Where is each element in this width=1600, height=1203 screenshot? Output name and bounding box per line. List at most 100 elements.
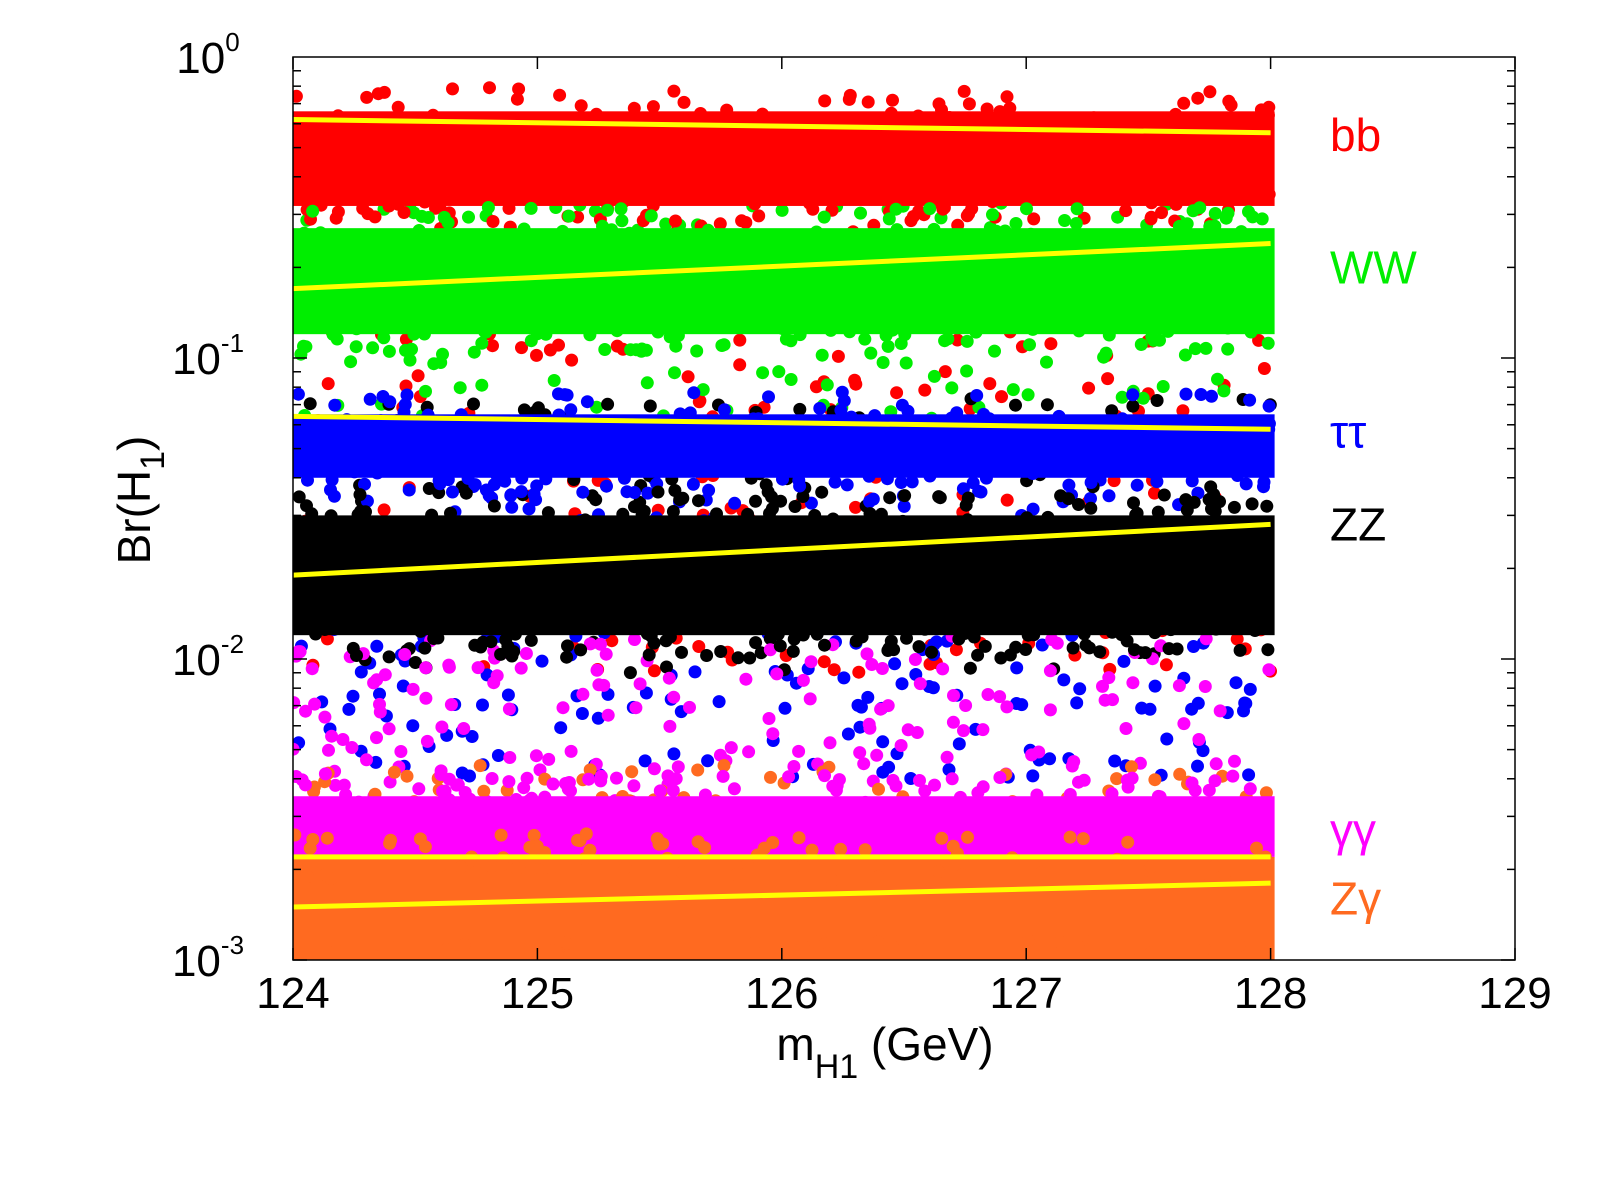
- band-edge-point: [675, 866, 689, 879]
- band-edge-point: [293, 89, 303, 103]
- scatter-point: [476, 698, 489, 712]
- band-edge-point: [1070, 202, 1084, 216]
- band-edge-point: [446, 485, 459, 499]
- band-edge-point: [383, 395, 397, 409]
- band-edge-point: [858, 843, 872, 857]
- band-edge-point: [364, 605, 378, 618]
- scatter-point: [1177, 717, 1191, 731]
- band-edge-point: [391, 197, 405, 211]
- band-edge-point: [407, 327, 421, 341]
- band-edge-point: [1036, 191, 1050, 205]
- scatter-point: [465, 730, 479, 743]
- scatter-point: [1073, 682, 1087, 696]
- band-edge-point: [1169, 107, 1183, 121]
- band-edge-point: [856, 606, 870, 620]
- band-edge-point: [767, 243, 781, 257]
- band-edge-point: [1069, 217, 1083, 230]
- band-edge-point: [1144, 212, 1158, 226]
- scatter-point: [640, 376, 654, 390]
- scatter-point: [1134, 338, 1148, 351]
- scatter-point: [435, 720, 449, 734]
- scatter-point: [1102, 671, 1116, 685]
- scatter-point: [515, 341, 528, 355]
- band-edge-point: [352, 795, 366, 809]
- band-edge-point: [735, 214, 749, 228]
- scatter-point: [455, 766, 469, 780]
- band-edge-point: [1203, 220, 1217, 234]
- scatter-point: [322, 743, 335, 757]
- scatter-point: [419, 691, 433, 705]
- band-edge-point: [851, 938, 865, 952]
- band-edge-point: [320, 831, 334, 845]
- scatter-point: [344, 355, 358, 369]
- band-edge-point: [318, 767, 332, 781]
- scatter-point: [963, 661, 977, 675]
- band-edge-point: [299, 340, 313, 354]
- scatter-point: [387, 765, 401, 779]
- band-edge-point: [1153, 333, 1166, 347]
- scatter-point: [1229, 676, 1243, 690]
- scatter-point: [542, 752, 556, 766]
- band-edge-point: [412, 782, 426, 796]
- band-edge-point: [946, 839, 960, 853]
- band-edge-point: [669, 214, 682, 228]
- scatter-point: [1082, 381, 1096, 395]
- sm-line-2: [293, 413, 1271, 432]
- band-edge-point: [371, 87, 385, 101]
- band-edge-point: [306, 204, 320, 218]
- scatter-point: [1150, 394, 1164, 407]
- band-edge-point: [561, 782, 575, 796]
- scatter-point: [1106, 693, 1119, 707]
- band-edge-point: [354, 125, 368, 139]
- band-edge-point: [889, 179, 903, 193]
- band-edge-point: [523, 840, 537, 854]
- scatter-point: [325, 729, 339, 743]
- band-edge-point: [571, 833, 584, 847]
- band-edge-point: [826, 874, 840, 887]
- band-edge-point: [425, 508, 439, 522]
- y-tick-label-2: 10-2: [172, 629, 244, 685]
- band-edge-point: [1127, 496, 1140, 510]
- scatter-point: [874, 702, 888, 716]
- band-edge-point: [782, 770, 796, 784]
- band-edge-point: [993, 771, 1007, 784]
- band-edge-point: [718, 429, 732, 443]
- band-edge-point: [336, 611, 350, 624]
- band-edge-point: [1107, 517, 1120, 531]
- band-edge-point: [427, 632, 441, 645]
- band-edge-point: [1052, 409, 1066, 423]
- band-edge-point: [1125, 771, 1139, 785]
- band-edge-point: [350, 810, 364, 824]
- band-edge-point: [505, 649, 519, 663]
- band-edge-point: [527, 487, 541, 501]
- band-edge-point: [1191, 91, 1205, 105]
- band-edge-point: [589, 107, 603, 121]
- band-edge-point: [1239, 477, 1253, 491]
- scatter-point: [1126, 399, 1140, 413]
- band-edge-point: [1159, 462, 1173, 476]
- band-edge-point: [619, 312, 632, 326]
- scatter-point: [318, 710, 332, 724]
- scatter-point: [733, 333, 747, 347]
- band-edge-point: [646, 199, 660, 213]
- band-edge-point: [1031, 228, 1044, 242]
- band-edge-point: [1221, 321, 1235, 335]
- band-edge-point: [639, 805, 653, 819]
- series-label-1: WW: [1330, 241, 1417, 293]
- band-edge-point: [589, 493, 603, 507]
- scatter-point: [321, 377, 335, 391]
- band-edge-point: [628, 486, 641, 499]
- scatter-point: [293, 645, 307, 659]
- band-edge-point: [698, 788, 712, 802]
- band-edge-point: [971, 648, 985, 662]
- band-edge-point: [1148, 626, 1162, 640]
- band-edge-point: [694, 107, 707, 120]
- band-edge-point: [436, 784, 450, 798]
- scatter-point: [889, 779, 903, 793]
- band-edge-point: [405, 342, 418, 356]
- band-edge-point: [1144, 860, 1158, 873]
- y-axis-title: Br(H1): [108, 436, 172, 565]
- frame-rect: [292, 56, 1516, 961]
- band-edge-point: [350, 649, 363, 662]
- band-edge-point: [522, 240, 536, 254]
